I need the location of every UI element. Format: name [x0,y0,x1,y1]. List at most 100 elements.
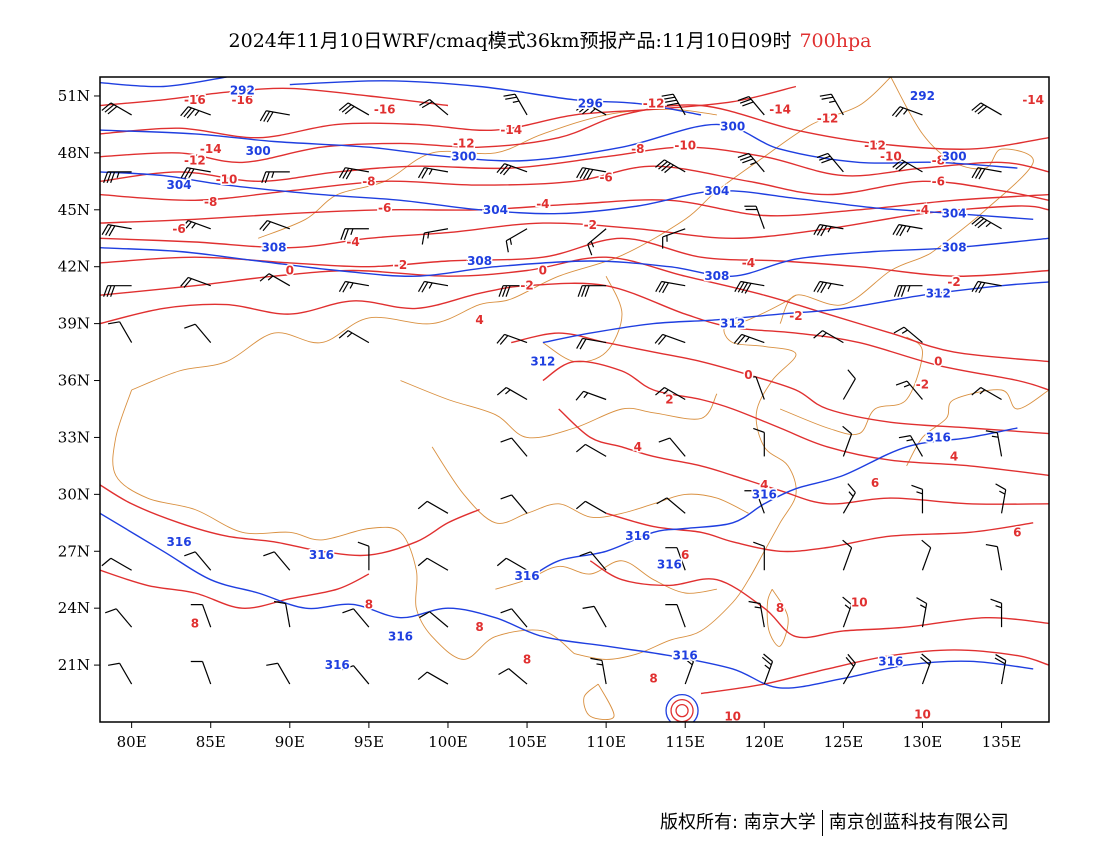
temperature-contour-label: -6 [599,171,612,185]
temperature-contour-label: -6 [378,201,391,215]
temperature-contour-label: 4 [760,478,768,492]
temperature-contour-label: -12 [184,153,206,167]
geopotential-contour-label: 312 [720,317,745,331]
lat-tick-label: 42N [58,258,90,276]
geopotential-height-contour [100,77,227,88]
chart-title: 2024年11月10日WRF/cmaq模式36km预报产品:11月10日09时 7… [0,26,1100,53]
wind-barb [577,285,607,297]
province-boundary [542,276,623,363]
wind-barb [505,228,528,253]
wind-barb [500,608,528,628]
temperature-isotherm [605,512,1034,553]
temperature-contour-label: -4 [536,197,549,211]
temperature-isotherm [558,408,1049,505]
wind-barb [744,205,765,229]
lon-tick-label: 120E [745,733,785,751]
wind-barb [665,603,686,628]
wind-barb [985,430,1003,457]
geopotential-height-contour [100,237,1049,277]
wind-barb [971,386,1002,401]
temperature-contour-label: -14 [769,102,791,116]
temperature-isotherm [100,87,449,107]
wind-barb [419,611,449,628]
temperature-contour-label: -12 [453,136,475,150]
temperature-contour-label: -4 [742,256,755,270]
wind-barb [813,330,844,344]
wind-barb [665,547,686,571]
temperature-contour-label: -8 [631,142,644,156]
wind-barb [261,171,290,184]
wind-barb [895,380,923,400]
wind-barb [263,551,291,571]
wind-barb [656,497,686,514]
wind-barb [498,668,528,685]
geopotential-contour-label: 312 [926,286,951,300]
wind-barb [419,98,449,116]
wind-barb [842,539,853,571]
temperature-contour-label: -2 [916,377,929,391]
wind-barb [655,280,686,294]
wind-barb [842,425,853,457]
temperature-contour-label: -8 [204,195,217,209]
wind-barb [842,653,856,685]
temperature-contour-label: -12 [643,97,665,111]
wind-barb [842,369,856,400]
geopotential-contour-label: 304 [704,184,729,198]
contour-label-layer: -16 -16-16-14-14-14-14-12-12-12-12-12-10-… [165,82,1045,722]
temperature-contour-label: 0 [286,264,294,278]
temperature-isotherm [100,282,1049,391]
lon-tick-label: 110E [586,733,626,751]
wind-barb [921,539,932,571]
wind-barb [108,662,133,685]
geopotential-contour-label: 304 [942,207,967,221]
geopotential-contour-label: 316 [926,430,951,444]
temperature-contour-label: 0 [934,355,942,369]
wind-barb [274,600,291,628]
axes: 80E 85E 90E 95E 100E 105E 110E 115E 120E 125E 130E… [58,87,1022,751]
geopotential-height-contour [100,512,1034,689]
temperature-isotherm [100,237,1049,277]
wind-barb [744,376,765,400]
temperature-contour-label: 8 [365,597,373,611]
wind-barb [259,219,291,232]
geopotential-contour-label: 316 [878,654,903,668]
wind-barb [184,323,212,343]
wind-barb [990,598,1003,628]
geopotential-contour-label: 316 [625,529,650,543]
wind-barb [654,333,686,345]
wind-barb [180,106,211,119]
temperature-contour-label: -4 [346,235,359,249]
temperature-contour-label: -2 [947,275,960,289]
wind-barb [417,167,449,179]
wind-barb [737,95,765,116]
geopotential-height-contour [526,427,1018,581]
geopotential-contour-label: 304 [483,203,508,217]
wind-barb [180,167,211,180]
wind-barb [994,654,1007,685]
temperature-contour-label: -16 [184,93,206,107]
temperature-contour-label: 10 [914,707,931,721]
geopotential-contour-label: 308 [467,254,492,268]
province-boundary [112,389,575,660]
wind-barb [575,390,607,401]
geopotential-height-contour [289,80,702,116]
temperature-isotherm [100,484,480,557]
wind-barb [761,653,774,685]
temperature-contour-layer [100,85,1049,695]
temperature-contour-label: -6 [932,174,945,188]
wind-barb [819,93,844,116]
geopotential-contour-label: 300 [720,119,745,133]
wind-barb [342,665,370,685]
wind-barb [576,337,607,350]
geopotential-contour-label: 316 [673,649,698,663]
temperature-isotherm [100,146,1049,183]
temperature-contour-label: 6 [871,476,879,490]
wind-barb [892,224,923,237]
wind-barb [916,597,928,628]
lon-tick-label: 125E [824,733,864,751]
wind-barb [575,443,607,457]
wind-barb [816,152,844,173]
temperature-contour-label: 8 [523,652,531,666]
temperature-contour-label: -4 [916,203,929,217]
